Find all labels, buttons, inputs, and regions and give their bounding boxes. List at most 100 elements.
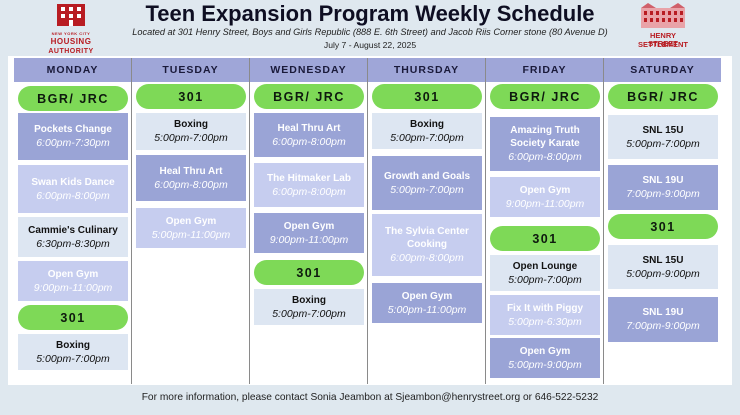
location-pill: 301 — [18, 305, 128, 330]
henry-street-logo-line2: SETTLEMENT — [638, 40, 688, 49]
activity-box: SNL 19U 7:00pm-9:00pm — [608, 297, 718, 342]
activity-box: Boxing 5:00pm-7:00pm — [372, 113, 482, 149]
activity-time: 9:00pm-11:00pm — [33, 281, 113, 294]
day-header-monday: MONDAY — [14, 58, 131, 82]
column-divider — [603, 58, 604, 384]
activity-time: 5:00pm-7:00pm — [36, 352, 110, 365]
location-pill: BGR/ JRC — [490, 84, 600, 109]
activity-box: Amazing Truth Society Karate 6:00pm-8:00p… — [490, 117, 600, 171]
activity-time: 5:00pm-9:00pm — [626, 267, 700, 280]
activity-name: Open Gym — [47, 268, 99, 280]
activity-name: Open Gym — [519, 345, 571, 357]
column-divider — [367, 58, 368, 384]
activity-name: Heal Thru Art — [159, 165, 223, 177]
activity-box: Fix It with Piggy 5:00pm-6:30pm — [490, 295, 600, 335]
activity-box: SNL 15U 5:00pm-7:00pm — [608, 115, 718, 159]
building-icon — [57, 4, 85, 26]
day-header-tuesday: TUESDAY — [132, 58, 249, 82]
activity-name: Open Gym — [401, 290, 453, 302]
activity-time: 5:00pm-7:00pm — [626, 137, 700, 150]
activity-box: Growth and Goals 5:00pm-7:00pm — [372, 156, 482, 210]
activity-time: 9:00pm-11:00pm — [269, 233, 349, 246]
activity-time: 5:00pm-7:00pm — [508, 273, 582, 286]
activity-box: Open Lounge 5:00pm-7:00pm — [490, 255, 600, 291]
activity-name: SNL 19U — [642, 307, 684, 318]
activity-name: Open Lounge — [512, 260, 578, 272]
activity-time: 6:00pm-8:00pm — [36, 189, 110, 202]
location-pill: 301 — [490, 226, 600, 251]
henry-street-logo-line1: HENRY STREET — [648, 31, 678, 48]
activity-box: Boxing 5:00pm-7:00pm — [254, 289, 364, 325]
nycha-logo: NEW YORK CITY HOUSING AUTHORITY — [40, 2, 102, 58]
activity-box: Boxing 5:00pm-7:00pm — [136, 113, 246, 150]
activity-time: 9:00pm-11:00pm — [505, 197, 585, 210]
activity-time: 6:00pm-7:30pm — [36, 137, 110, 149]
activity-name: Fix It with Piggy — [506, 302, 584, 314]
activity-box: Heal Thru Art 6:00pm-8:00pm — [254, 113, 364, 157]
henry-street-logo: HENRY STREET SETTLEMENT — [636, 2, 690, 52]
location-pill: BGR/ JRC — [18, 86, 128, 111]
activity-name: Growth and Goals — [383, 170, 471, 182]
activity-name: Amazing Truth Society Karate — [510, 125, 580, 149]
location-pill: 301 — [254, 260, 364, 285]
activity-time: 7:00pm-9:00pm — [626, 320, 700, 332]
activity-time: 6:00pm-8:00pm — [508, 151, 582, 163]
activity-time: 5:00pm-7:00pm — [390, 131, 464, 144]
activity-time: 6:00pm-8:00pm — [390, 252, 464, 264]
activity-time: 5:00pm-9:00pm — [508, 358, 582, 371]
day-header-wednesday: WEDNESDAY — [250, 58, 367, 82]
activity-box: Open Gym 9:00pm-11:00pm — [18, 261, 128, 301]
contact-footer: For more information, please contact Son… — [141, 392, 599, 403]
activity-time: 5:00pm-11:00pm — [151, 228, 231, 241]
location-pill: BGR/ JRC — [254, 84, 364, 109]
activity-box: SNL 19U 7:00pm-9:00pm — [608, 165, 718, 210]
activity-name: Boxing — [174, 119, 208, 130]
activity-name: SNL 15U — [642, 124, 684, 136]
activity-name: Boxing — [292, 294, 326, 306]
activity-name: Pockets Change — [34, 124, 112, 135]
activity-time: 5:00pm-7:00pm — [154, 132, 228, 144]
nycha-logo-line3: AUTHORITY — [48, 48, 94, 55]
nycha-logo-line1: NEW YORK CITY — [51, 31, 91, 36]
activity-name: The Sylvia Center Cooking — [385, 226, 469, 250]
activity-box: Heal Thru Art 6:00pm-8:00pm — [136, 155, 246, 201]
activity-name: SNL 15U — [642, 254, 684, 266]
activity-name: Swan Kids Dance — [31, 176, 115, 188]
activity-time: 5:00pm-6:30pm — [508, 315, 582, 328]
activity-time: 5:00pm-7:00pm — [390, 183, 464, 196]
day-header-thursday: THURSDAY — [368, 58, 485, 82]
location-subtitle: Located at 301 Henry Street, Boys and Gi… — [132, 27, 608, 37]
activity-box: Open Gym 5:00pm-11:00pm — [136, 208, 246, 248]
day-header-friday: FRIDAY — [486, 58, 603, 82]
activity-name: Heal Thru Art — [277, 122, 341, 134]
activity-name: Open Gym — [165, 215, 217, 227]
activity-box: Pockets Change 6:00pm-7:30pm — [18, 113, 128, 160]
activity-time: 7:00pm-9:00pm — [626, 188, 700, 200]
activity-box: The Hitmaker Lab 6:00pm-8:00pm — [254, 163, 364, 207]
column-divider — [485, 58, 486, 384]
activity-time: 5:00pm-11:00pm — [387, 303, 467, 316]
location-pill: 301 — [136, 84, 246, 109]
page-title: Teen Expansion Program Weekly Schedule — [145, 1, 595, 26]
activity-name: The Hitmaker Lab — [267, 172, 351, 184]
date-range: July 7 - August 22, 2025 — [323, 40, 417, 50]
location-pill: BGR/ JRC — [608, 84, 718, 109]
activity-name: Open Gym — [283, 220, 335, 232]
nycha-logo-line2: HOUSING — [50, 37, 92, 46]
activity-name: Cammie's Culinary — [28, 224, 118, 236]
activity-time: 6:00pm-8:00pm — [154, 178, 228, 191]
activity-name: Boxing — [410, 118, 444, 130]
activity-box: The Sylvia Center Cooking 6:00pm-8:00pm — [372, 214, 482, 276]
location-pill: 301 — [372, 84, 482, 109]
location-pill: 301 — [608, 214, 718, 239]
activity-box: Open Gym 5:00pm-11:00pm — [372, 283, 482, 323]
activity-name: SNL 19U — [642, 175, 684, 186]
activity-time: 6:30pm-8:30pm — [36, 237, 110, 250]
activity-box: SNL 15U 5:00pm-9:00pm — [608, 245, 718, 289]
activity-box: Swan Kids Dance 6:00pm-8:00pm — [18, 165, 128, 213]
activity-box: Open Gym 9:00pm-11:00pm — [490, 177, 600, 217]
activity-name: Open Gym — [519, 184, 571, 196]
activity-box: Open Gym 5:00pm-9:00pm — [490, 338, 600, 378]
activity-time: 5:00pm-7:00pm — [272, 307, 346, 320]
activity-time: 6:00pm-8:00pm — [272, 185, 346, 198]
